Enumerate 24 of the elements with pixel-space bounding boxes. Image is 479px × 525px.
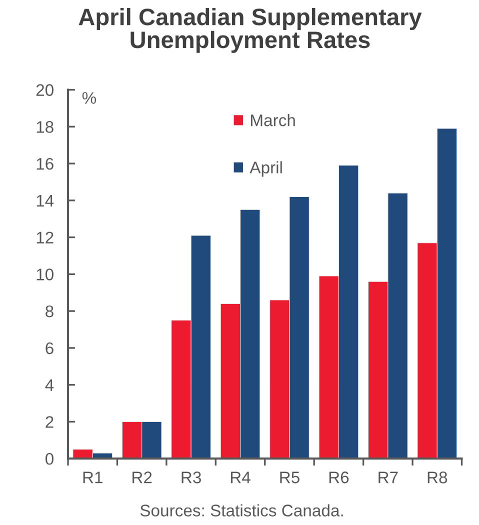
x-tick-label: R8 <box>428 472 448 484</box>
x-tick-label: R4 <box>230 472 250 484</box>
y-tick-label: 20 <box>36 84 54 96</box>
legend-label: March <box>251 114 295 126</box>
x-tick-label: R5 <box>280 472 300 484</box>
y-tick-label: 10 <box>36 268 54 280</box>
source-note: Sources: Statistics Canada. <box>140 504 343 516</box>
y-tick-label: 14 <box>36 194 54 206</box>
y-tick-label: 16 <box>36 158 54 170</box>
x-tick-label: R1 <box>83 472 102 484</box>
x-tick-label: R3 <box>182 472 201 484</box>
legend-label: April <box>250 161 282 177</box>
y-tick-label: 2 <box>46 416 54 428</box>
chart-title: April Canadian Supplementary Unemployment Rates <box>78 8 422 53</box>
y-tick-label: 6 <box>46 342 54 354</box>
y-tick-label: 0 <box>46 452 54 465</box>
y-tick-label: 8 <box>46 305 54 318</box>
y-tick-label: 18 <box>36 121 54 133</box>
y-tick-label: 4 <box>45 379 54 391</box>
x-tick-label: R7 <box>378 472 398 484</box>
x-tick-label: R6 <box>329 472 349 484</box>
x-tick-label: R2 <box>132 472 152 484</box>
y-tick-label: 12 <box>36 232 54 244</box>
y-axis-title: % <box>82 92 96 104</box>
